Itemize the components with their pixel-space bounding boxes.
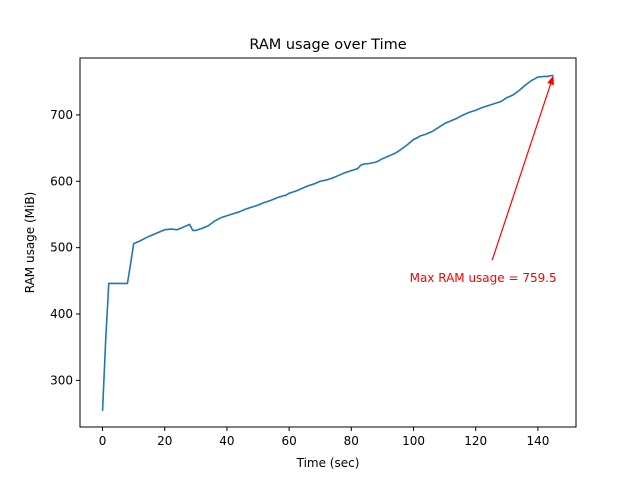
- x-tick-label: 20: [157, 434, 172, 448]
- plot-frame: [79, 57, 577, 428]
- x-axis: 0 20 40 60 80 100 120 140: [99, 427, 549, 448]
- annotation-arrow-head: [547, 75, 554, 86]
- series-line-0: [101, 74, 554, 411]
- x-tick-label: 140: [526, 434, 549, 448]
- y-axis: 300 400 500 600 700: [50, 108, 80, 387]
- y-tick-label: 300: [50, 373, 73, 387]
- y-tick-label: 700: [50, 108, 73, 122]
- x-tick-label: 40: [219, 434, 234, 448]
- x-axis-label: Time (sec): [296, 456, 360, 470]
- x-tick-label: 0: [99, 434, 107, 448]
- chart-title: RAM usage over Time: [249, 37, 406, 53]
- x-tick-label: 120: [464, 434, 487, 448]
- y-tick-label: 500: [50, 241, 73, 255]
- y-axis-label: RAM usage (MiB): [23, 192, 37, 294]
- annotation-arrow-shaft: [491, 83, 552, 261]
- annotation-max-ram: Max RAM usage = 759.5: [410, 271, 557, 285]
- x-tick-label: 80: [344, 434, 359, 448]
- series-layer: [101, 74, 554, 411]
- annotation-layer: Max RAM usage = 759.5: [410, 75, 557, 285]
- y-tick-label: 600: [50, 174, 73, 188]
- x-tick-label: 60: [281, 434, 296, 448]
- y-tick-label: 400: [50, 307, 73, 321]
- plot-area: Max RAM usage = 759.5: [79, 57, 577, 428]
- x-tick-label: 100: [402, 434, 425, 448]
